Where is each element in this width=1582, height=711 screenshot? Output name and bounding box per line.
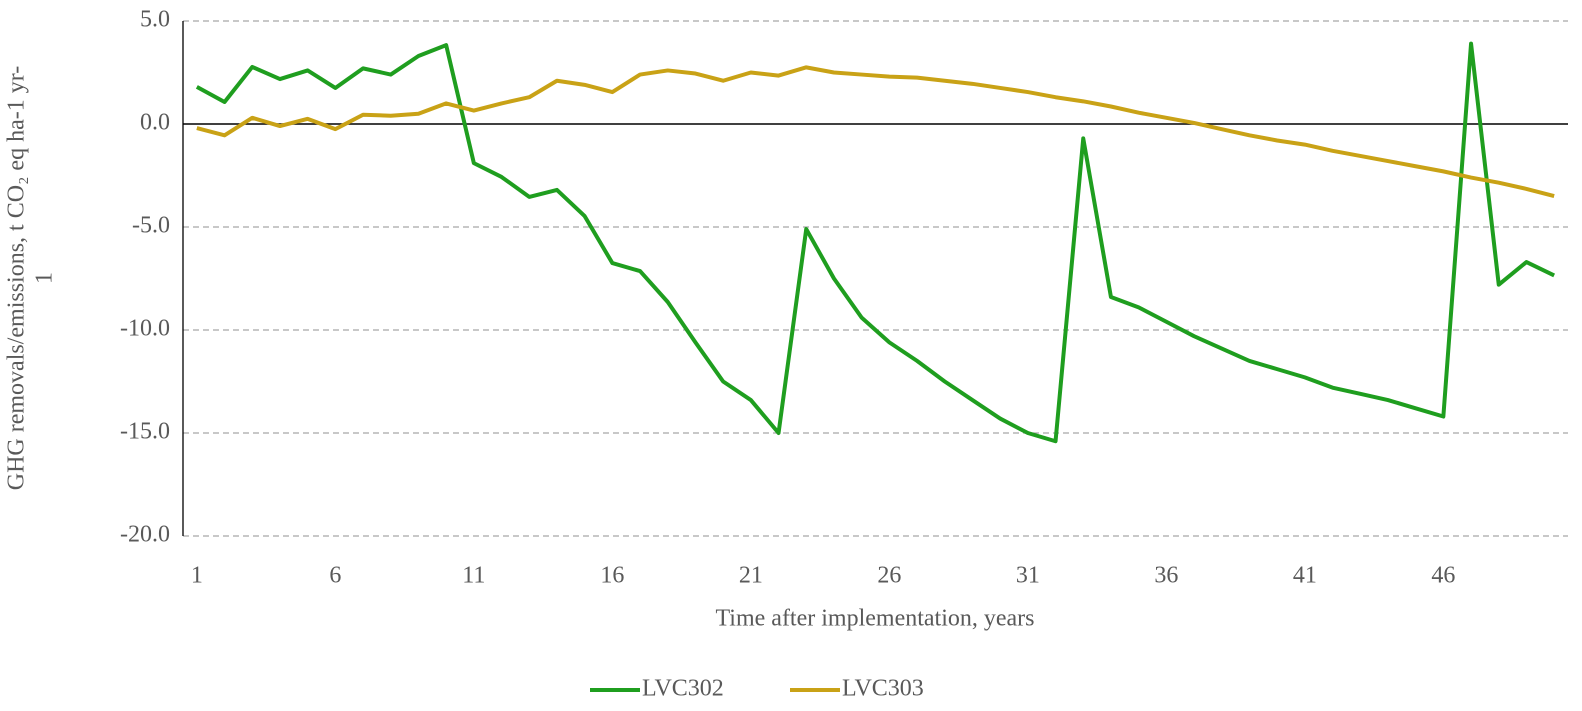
x-tick-label: 31 — [1016, 563, 1040, 589]
x-axis-label: Time after implementation, years — [715, 606, 1034, 632]
legend-label: LVC302 — [642, 676, 724, 702]
x-tick-label: 1 — [191, 563, 203, 589]
y-tick-label: -20.0 — [120, 522, 170, 548]
x-tick-label: 21 — [739, 563, 763, 589]
y-tick-label: 5.0 — [140, 7, 170, 33]
y-tick-label: -15.0 — [120, 419, 170, 445]
y-axis-label: 1 — [32, 272, 58, 284]
y-tick-label: 0.0 — [140, 110, 170, 136]
x-tick-label: 16 — [600, 563, 624, 589]
x-tick-label: 11 — [462, 563, 485, 589]
x-tick-label: 26 — [877, 563, 901, 589]
x-tick-label: 36 — [1154, 563, 1178, 589]
x-tick-label: 41 — [1293, 563, 1317, 589]
series-line — [196, 65, 1555, 199]
series-line — [195, 41, 1556, 444]
y-tick-label: -10.0 — [120, 316, 170, 342]
x-tick-label: 6 — [329, 563, 341, 589]
x-tick-label: 46 — [1431, 563, 1455, 589]
y-axis-label: GHG removals/emissions, t CO₂ eq ha-1 yr… — [4, 66, 30, 491]
y-tick-label: -5.0 — [132, 213, 170, 239]
legend-label: LVC303 — [842, 676, 924, 702]
